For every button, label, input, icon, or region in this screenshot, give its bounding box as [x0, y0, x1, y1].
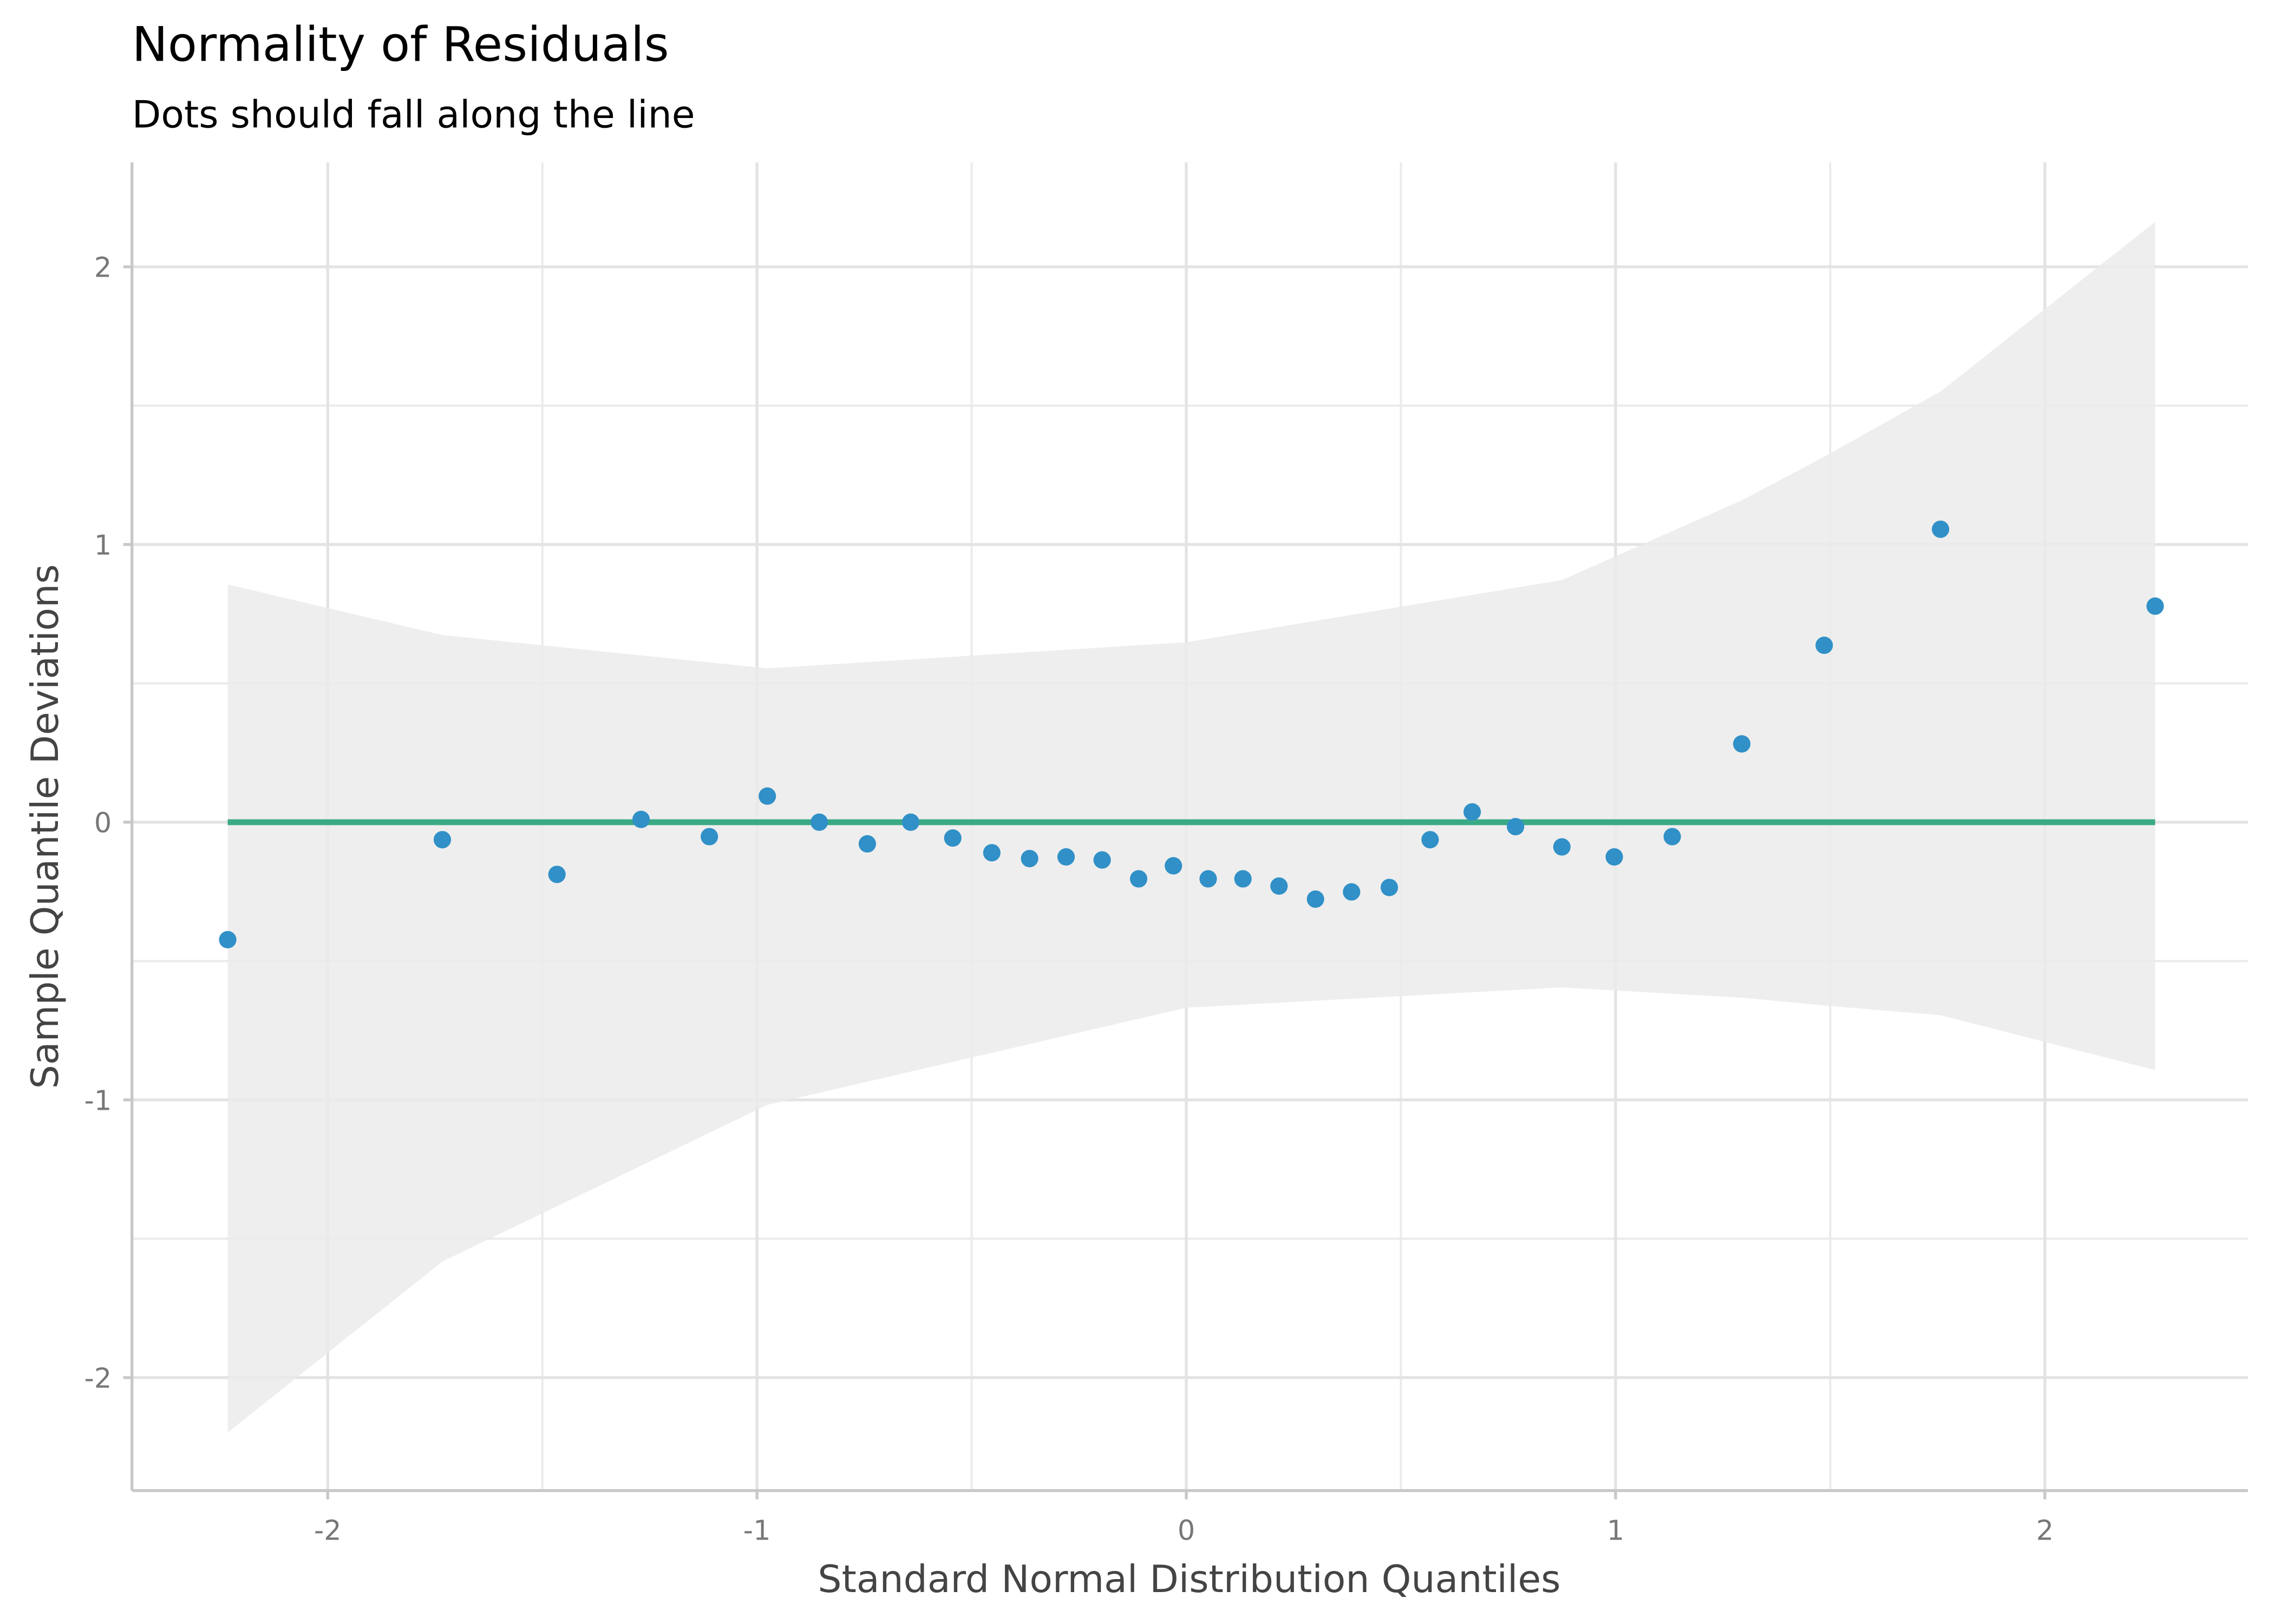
point [433, 831, 452, 849]
point [1380, 879, 1399, 896]
point [632, 810, 650, 828]
chart-subtitle: Dots should fall along the line [132, 93, 695, 137]
point [1663, 828, 1681, 846]
point [1463, 803, 1481, 821]
point [1605, 848, 1623, 866]
y-tick-label: -1 [84, 1085, 112, 1117]
confidence-band [227, 221, 2155, 1433]
point [701, 828, 718, 846]
point [1093, 851, 1111, 869]
x-axis-title: Standard Normal Distribution Quantiles [818, 1557, 1560, 1601]
point [1021, 849, 1038, 868]
point [1234, 870, 1252, 888]
point [2146, 597, 2164, 615]
point [1815, 636, 1833, 654]
point [759, 787, 776, 805]
point [983, 844, 1001, 862]
x-tick-label: 2 [2036, 1515, 2054, 1547]
point [1507, 817, 1525, 836]
point [811, 813, 828, 831]
point [1932, 520, 1950, 538]
x-tick-label: 0 [1178, 1515, 1195, 1547]
point [219, 931, 237, 948]
point [1343, 883, 1361, 901]
point [1165, 857, 1182, 875]
point [1057, 848, 1075, 866]
y-tick-label: 0 [94, 808, 112, 840]
point [1270, 877, 1288, 895]
point [1199, 870, 1217, 888]
point [1129, 870, 1148, 888]
point [944, 829, 962, 847]
point [1553, 838, 1571, 856]
point [901, 813, 920, 831]
chart-title: Normality of Residuals [132, 16, 669, 72]
y-tick-label: -2 [84, 1363, 112, 1395]
y-axis-title: Sample Quantile Deviations [23, 564, 67, 1089]
point [1421, 831, 1439, 849]
y-tick-label: 2 [94, 252, 112, 284]
point [548, 866, 566, 883]
point [858, 835, 877, 853]
point [1306, 890, 1324, 908]
x-tick-label: 1 [1607, 1515, 1624, 1547]
x-tick-label: -1 [743, 1515, 771, 1547]
point [1733, 735, 1751, 753]
x-tick-label: -2 [314, 1515, 342, 1547]
y-tick-label: 1 [94, 530, 112, 562]
